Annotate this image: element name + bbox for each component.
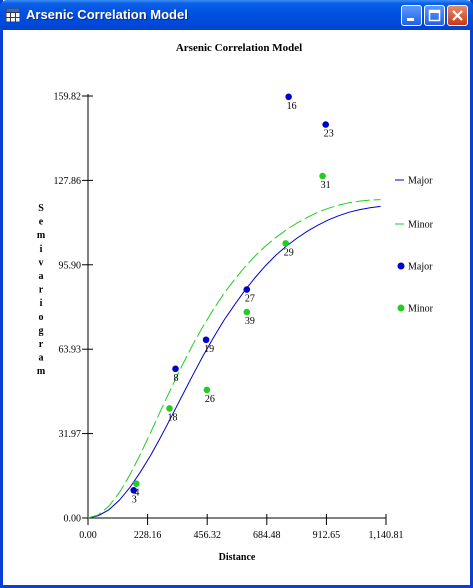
data-point-label: 4 <box>134 488 139 499</box>
data-point-label: 16 <box>287 101 297 112</box>
maximize-button[interactable] <box>424 5 445 26</box>
data-point <box>282 240 290 247</box>
x-axis-label: Distance <box>219 552 256 563</box>
data-point-label: 8 <box>174 373 179 384</box>
data-point-label: 31 <box>321 180 331 191</box>
data-point <box>285 93 292 101</box>
data-point-label: 19 <box>204 344 214 355</box>
minimize-button[interactable] <box>401 5 422 26</box>
data-point <box>243 286 251 293</box>
y-tick-label: 31.97 <box>59 429 82 440</box>
data-point-label: 23 <box>324 129 334 140</box>
y-tick-label: 63.93 <box>59 345 82 356</box>
y-tick-label: 0.00 <box>64 514 82 525</box>
data-point <box>133 480 140 487</box>
data-point <box>130 486 138 494</box>
y-tick-label: 127.86 <box>54 176 82 187</box>
x-tick-label: 456.32 <box>193 530 221 541</box>
maximize-icon <box>428 9 441 22</box>
data-point-label: 27 <box>245 294 255 305</box>
data-point <box>322 121 330 128</box>
grid-app-icon <box>6 8 20 22</box>
semivariogram-chart: Arsenic Correlation Model 0.00 31.97 63.93 9… <box>37 42 434 563</box>
legend-label: Minor <box>408 304 434 315</box>
window-title: Arsenic Correlation Model <box>26 7 188 22</box>
title-bar[interactable]: Arsenic Correlation Model <box>0 0 473 30</box>
x-tick-label: 0.00 <box>79 530 97 541</box>
series-line-minor <box>87 199 381 519</box>
legend-label: Minor <box>408 220 434 231</box>
chart-title: Arsenic Correlation Model <box>176 42 302 54</box>
y-tick-label: 95.90 <box>59 260 82 271</box>
data-point-label: 39 <box>245 316 255 327</box>
close-button[interactable] <box>447 5 468 26</box>
x-tick-label: 684.48 <box>253 530 281 541</box>
x-tick-label: 1,140.81 <box>369 530 404 541</box>
legend-label: Major <box>408 176 433 187</box>
data-point-label: 26 <box>205 394 215 405</box>
y-tick-label: 159.82 <box>54 92 82 103</box>
data-point <box>202 336 210 344</box>
series-line-major <box>87 205 381 519</box>
data-point-label: 3 <box>132 494 137 505</box>
legend-point-swatch <box>397 262 405 270</box>
data-point <box>166 405 173 412</box>
data-point <box>319 172 326 180</box>
data-point <box>203 386 211 394</box>
legend-point-swatch <box>397 304 405 312</box>
data-point <box>172 365 179 373</box>
x-tick-label: 228.16 <box>134 530 162 541</box>
minimize-icon <box>407 18 414 21</box>
data-point-label: 18 <box>167 412 177 423</box>
data-point <box>243 308 251 316</box>
legend-label: Major <box>408 262 433 273</box>
close-icon <box>452 10 463 21</box>
data-point-label: 29 <box>284 247 294 258</box>
x-tick-label: 912.65 <box>313 530 341 541</box>
